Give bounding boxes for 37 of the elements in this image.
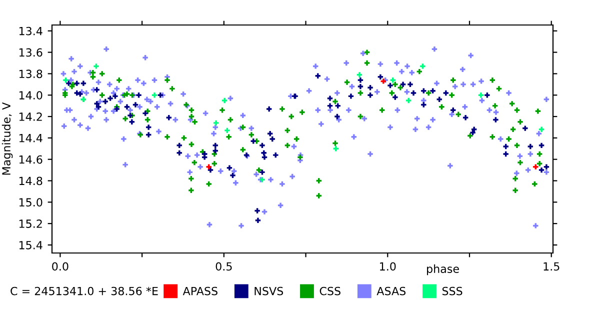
legend-label: ASAS xyxy=(376,286,406,296)
point xyxy=(152,92,158,98)
y-tick-label: 15.4 xyxy=(19,241,42,250)
legend-label: APASS xyxy=(182,286,218,296)
point xyxy=(206,164,212,170)
point xyxy=(538,126,544,132)
x-tick-label: 1.5 xyxy=(544,262,560,271)
y-tick-label: 15.2 xyxy=(19,220,42,228)
point xyxy=(222,98,228,104)
y-tick-label: 14.6 xyxy=(19,155,42,164)
point xyxy=(406,98,412,104)
point xyxy=(63,78,68,83)
y-tick-label: 14.4 xyxy=(19,134,42,142)
legend-label: CSS xyxy=(320,286,340,296)
text: C = 2451341.0 + 38.56 *E xyxy=(10,286,158,296)
y-tick-label: 14.8 xyxy=(19,176,42,186)
point xyxy=(356,72,362,78)
point xyxy=(420,64,426,69)
x-tick-label: 0.0 xyxy=(52,262,68,271)
x-tick-label: 1.0 xyxy=(380,262,396,271)
y-tick-label: 14.2 xyxy=(19,112,42,121)
legend-label: SSS xyxy=(442,286,462,296)
y-tick-label: 13.4 xyxy=(19,26,42,36)
point xyxy=(478,92,484,98)
y-tick-label: 15.0 xyxy=(19,198,42,207)
point xyxy=(333,146,338,152)
point xyxy=(94,64,99,69)
y-tick-label: 13.6 xyxy=(19,48,42,57)
point xyxy=(533,164,538,170)
y-axis-title: Magnitude, V xyxy=(2,102,13,175)
y-tick-label: 13.8 xyxy=(19,70,42,78)
y-tick-label: 14.0 xyxy=(19,91,42,100)
point xyxy=(224,128,230,134)
x-tick-label: 0.5 xyxy=(216,262,232,271)
legend-label: NSVS xyxy=(254,286,284,296)
point xyxy=(213,120,219,126)
x-axis-title: phase xyxy=(427,264,459,276)
